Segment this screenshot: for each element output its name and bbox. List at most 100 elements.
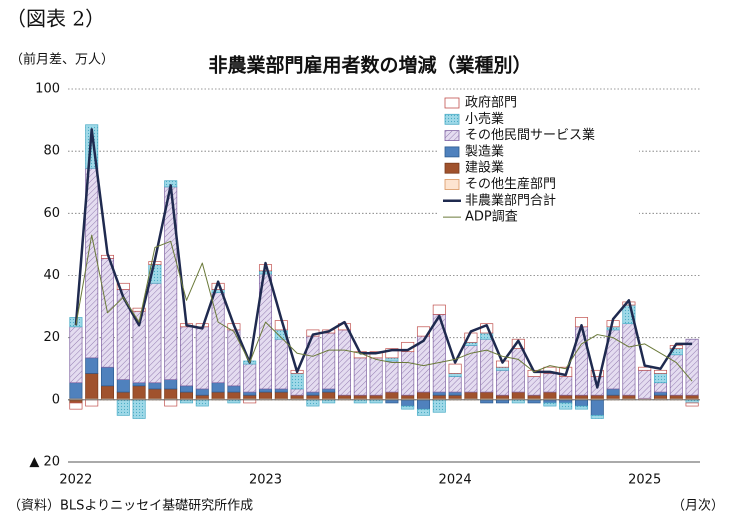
bar-segment (543, 399, 557, 404)
bar-segment (116, 399, 130, 416)
bar-segment (559, 376, 573, 396)
bar-segment (464, 391, 478, 399)
bar-segment (243, 399, 257, 404)
bar-segment (227, 399, 241, 404)
bar-segment (416, 391, 431, 399)
bar-segment (100, 385, 115, 399)
bar-segment (69, 382, 83, 399)
bar-segment (527, 394, 541, 399)
bar-segment (511, 399, 525, 404)
bar-segment (401, 405, 415, 410)
bar-segment (590, 415, 604, 419)
y-tick-label: 0 (52, 392, 60, 407)
bar-segment (543, 373, 557, 393)
bar-segment (495, 399, 510, 404)
bar-segment (211, 391, 225, 399)
bar-segment (164, 388, 178, 399)
bar-segment (258, 391, 273, 399)
bar-segment (322, 388, 336, 393)
bar-segment (337, 394, 352, 399)
y-tick-label: 20 (43, 330, 60, 345)
figure-label: （図表 2） (6, 7, 105, 31)
legend-swatch (444, 146, 460, 158)
bar-segment (227, 391, 241, 399)
chart-title: 非農業部門雇用者数の増減（業種別） (208, 54, 531, 77)
bar-segment (274, 338, 288, 390)
bar-segment (274, 388, 288, 393)
bar-segment (385, 360, 399, 393)
bar-segment (480, 391, 494, 399)
bar-segment (322, 399, 336, 404)
legend-swatch (444, 97, 460, 109)
y-tick-label: 80 (43, 144, 60, 159)
bar-segment (416, 408, 431, 416)
bar-segment (669, 394, 683, 399)
bar-segment (543, 391, 557, 399)
x-tick-label: 2023 (249, 473, 282, 488)
bar-segment (653, 391, 668, 396)
x-unit: （月次） (672, 498, 724, 514)
y-tick-label: 100 (35, 82, 60, 97)
bar-segment (527, 399, 541, 404)
bar-segment (306, 391, 320, 396)
bar-segment (85, 357, 99, 374)
bar-segment (432, 391, 446, 396)
bar-segment (369, 351, 383, 359)
bar-segment (85, 399, 99, 407)
bar-segment (606, 394, 620, 399)
bar-segment (448, 394, 462, 399)
x-tick-label: 2024 (439, 473, 472, 488)
line-series (75, 234, 693, 382)
bar-segment (148, 382, 162, 390)
bar-segment (574, 399, 589, 407)
bar-segment (69, 399, 83, 404)
bar-segment (385, 391, 399, 399)
bar-segment (590, 399, 604, 416)
bar-segment (432, 394, 446, 399)
y-tick-label: 40 (43, 268, 60, 283)
bar-segment (638, 369, 652, 399)
bar-segment (574, 394, 589, 399)
bar-segment (369, 394, 383, 399)
legend-label: ADP調査 (465, 210, 518, 225)
bar-segment (685, 394, 699, 399)
legend-label: 政府部門 (465, 96, 517, 111)
bar-segment (385, 357, 399, 362)
bar-segment (622, 323, 636, 396)
bar-segment (132, 382, 146, 387)
bar-segment (385, 348, 399, 359)
legend-label: その他民間サービス業 (465, 127, 595, 143)
bar-segment (543, 402, 557, 407)
bar-segment (527, 376, 541, 396)
bar-segment (559, 399, 573, 404)
bar-segment (590, 394, 604, 399)
bar-segment (432, 399, 446, 413)
bar-segment (685, 399, 699, 404)
bar-segment (448, 391, 462, 396)
bar-segment (243, 394, 257, 399)
bar-segment (322, 332, 336, 390)
bar-segment (574, 405, 589, 410)
bar-segment (290, 373, 304, 390)
bar-segment (448, 373, 462, 377)
bar-segment (132, 399, 146, 419)
bar-segment (69, 402, 83, 410)
bar-segment (337, 329, 352, 396)
bar-segment (480, 399, 494, 404)
bar-segment (306, 394, 320, 399)
bar-segment (495, 366, 510, 371)
bar-segment (401, 351, 415, 396)
bar-segment (606, 326, 620, 331)
bar-segment (369, 357, 383, 396)
x-tick-label: 2025 (628, 473, 661, 488)
bar-segment (116, 379, 130, 393)
bar-segment (448, 376, 462, 393)
bar-segment (495, 394, 510, 399)
bar-segment (243, 391, 257, 396)
bar-segment (590, 369, 604, 377)
legend-swatch (444, 179, 460, 190)
bar-segment (401, 394, 415, 399)
bar-segment (353, 394, 367, 399)
bar-segment (685, 338, 699, 396)
